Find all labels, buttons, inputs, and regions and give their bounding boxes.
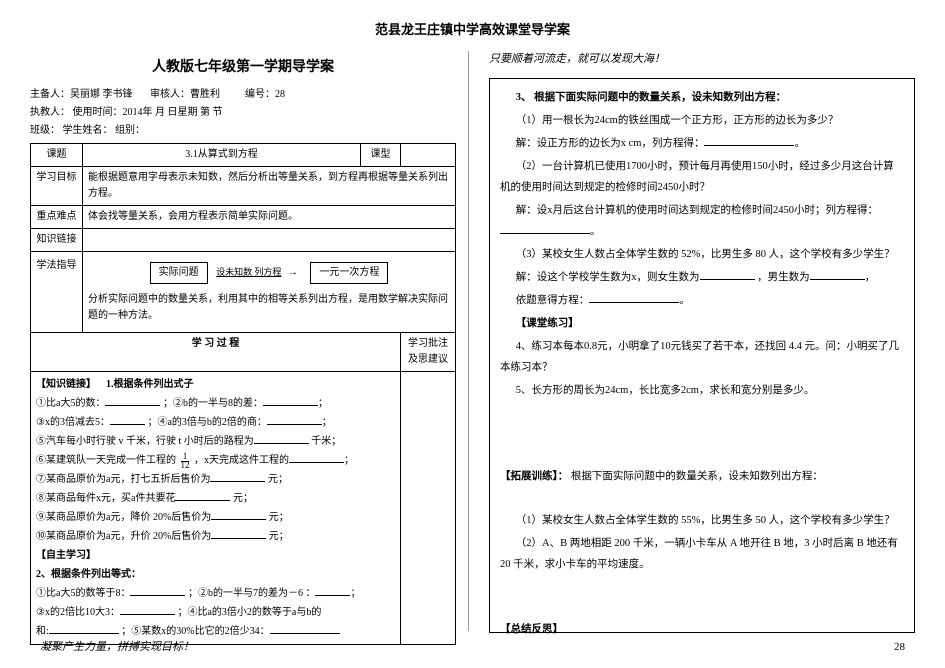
sec-self-study: 【自主学习】 xyxy=(36,550,96,561)
method-label: 学法指导 xyxy=(31,252,83,333)
q1-3: ⑤汽车每小时行驶 v 千米，行驶 t 小时后的路程为 xyxy=(36,436,254,447)
q3-3: （3）某校女生人数占全体学生数的 52%，比男生多 80 人，这个学校有多少学生… xyxy=(500,244,904,265)
q1-5-end: 元； xyxy=(268,474,288,485)
q3-3-sol-b: ，男生数为 xyxy=(757,272,810,283)
q3-1-sol: 解：设正方形的边长为x cm，列方程得： xyxy=(516,138,705,149)
q1-1a: ①比a大5的数： xyxy=(36,398,105,409)
q2-3b: ；⑤某数x的30%比它的2倍少34： xyxy=(121,626,269,637)
topic-label: 课题 xyxy=(31,144,83,167)
lesson-table: 课题 3.1从算式到方程 课型 学习目标 能根据题意用字母表示未知数，然后分析出… xyxy=(30,143,456,645)
q1-title: 1.根据条件列出式子 xyxy=(106,379,194,390)
q1-7-end: 元； xyxy=(269,512,289,523)
goal-text: 能根据题意用字母表示未知数，然后分析出等量关系，到方程再根据等量关系列出方程。 xyxy=(83,167,456,206)
q3-3-sol-a: 解：设这个学校学生数为x，则女生数为 xyxy=(516,272,700,283)
q2-1b: ；②b的一半与7的差为－6 ： xyxy=(188,588,316,599)
q2-2a: ③x的2倍比10大3： xyxy=(36,607,120,618)
q1-8: ⑩某商品原价为a元，升价 20%后售价为 xyxy=(36,531,211,542)
meta-reviewer: 审核人：曹胜利 xyxy=(150,89,220,100)
q1-8-end: 元； xyxy=(269,531,289,542)
page-number: 28 xyxy=(894,639,905,657)
q1-3-end: 千米； xyxy=(311,436,341,447)
arrow-icon: → xyxy=(288,265,298,281)
q3-1: （1）用一根长为24cm的铁丝围成一个正方形，正方形的边长为多少？ xyxy=(500,110,904,131)
type-label: 课型 xyxy=(361,144,401,167)
note-header: 学习批注及思建议 xyxy=(401,333,456,372)
ext-lead: 根据下面实际问题中的数量关系，设未知数列出方程： xyxy=(571,471,823,482)
q2-3a: 和: xyxy=(36,626,49,637)
method-text: 分析实际问题中的数量关系，利用其中的相等关系列出方程，是用数学解决实际问题的一种… xyxy=(88,292,450,324)
q3: 3、 根据下面实际问题中的数量关系，设未知数列出方程： xyxy=(500,87,904,108)
sec-summary: 【总结反思】 xyxy=(500,619,904,640)
sec-extension: 【拓展训练】： xyxy=(500,471,568,482)
q2-2b: ；④比a的3倍小2的数等于a与b的 xyxy=(177,607,321,618)
motto: 只要顺着河流走，就可以发现大海！ xyxy=(489,51,915,69)
process-header: 学 习 过 程 xyxy=(31,333,401,372)
q1-2b: ；④a的3倍与b的2倍的商： xyxy=(147,417,266,428)
content-cell: 【知识链接】 1.根据条件列出式子 ①比a大5的数： ；②b的一半与8的差：； … xyxy=(31,372,401,645)
left-column: 人教版七年级第一学期导学案 主备人：吴丽娜 李书锋 审核人：曹胜利 编号：28 … xyxy=(30,51,469,631)
q3-2-sol: 解：设x月后这台计算机的使用时间达到规定的检修时间2450小时；列方程得： xyxy=(516,205,878,216)
q1-4a: ⑥某建筑队一天完成一件工程的 xyxy=(36,455,176,466)
q1-2a: ③x的3倍减去5： xyxy=(36,417,110,428)
sec-class-practice: 【课堂练习】 xyxy=(500,313,904,334)
q1-5: ⑦某商品原价为a元，打七五折后售价为 xyxy=(36,474,210,485)
method-box-1: 实际问题 xyxy=(150,262,208,284)
keypoint-text: 体会找等量关系，会用方程表示简单实际问题。 xyxy=(83,206,456,229)
meta-line-3: 班级： 学生姓名： 组别： xyxy=(30,123,456,139)
q2-1a: ①比a大5的数等于8： xyxy=(36,588,130,599)
sec-knowledge-link: 【知识链接】 xyxy=(36,379,96,390)
type-value xyxy=(401,144,456,167)
fraction-icon: 112 xyxy=(179,452,192,470)
ext-2: （2）A、B 两地相距 200 千米，一辆小卡车从 A 地开往 B 地，3 小时… xyxy=(500,533,904,575)
cl-5: 5、长方形的周长为24cm，长比宽多2cm，求长和宽分别是多少。 xyxy=(500,380,904,401)
cl-4: 4、练习本每本0.8元，小明拿了10元钱买了若干本，还找回 4.4 元。问：小明… xyxy=(500,336,904,378)
goal-label: 学习目标 xyxy=(31,167,83,206)
meta-line-1: 主备人：吴丽娜 李书锋 审核人：曹胜利 编号：28 xyxy=(30,87,456,103)
q1-1b: ；②b的一半与8的差： xyxy=(163,398,263,409)
two-column-layout: 人教版七年级第一学期导学案 主备人：吴丽娜 李书锋 审核人：曹胜利 编号：28 … xyxy=(30,51,915,631)
note-cell xyxy=(401,372,456,645)
page-header: 范县龙王庄镇中学高效课堂导学案 xyxy=(30,20,915,41)
keypoint-label: 重点难点 xyxy=(31,206,83,229)
link-label: 知识链接 xyxy=(31,229,83,252)
q1-4b: ，x天完成这件工程的 xyxy=(194,455,289,466)
q1-6: ⑧某商品每件x元，买a件共要花 xyxy=(36,493,175,504)
method-cell: 实际问题 设未知数 列方程 → 一元一次方程 分析实际问题中的数量关系，利用其中… xyxy=(83,252,456,333)
method-box-2: 一元一次方程 xyxy=(310,262,388,284)
meta-line-2: 执教人： 使用时间：2014年 月 日星期 第 节 xyxy=(30,105,456,121)
q3-3-sol-c: 依题意得方程： xyxy=(516,295,590,306)
method-arrow-label: 设未知数 列方程 xyxy=(216,267,281,277)
q1-7: ⑨某商品原价为a元，降价 20%后售价为 xyxy=(36,512,211,523)
link-cell xyxy=(83,229,456,252)
right-column: 只要顺着河流走，就可以发现大海！ 3、 根据下面实际问题中的数量关系，设未知数列… xyxy=(489,51,915,631)
meta-author: 主备人：吴丽娜 李书锋 xyxy=(30,89,133,100)
ext-1: （1）某校女生人数占全体学生数的 55%，比男生多 50 人，这个学校有多少学生… xyxy=(500,510,904,531)
q2-title: 2、根据条件列出等式： xyxy=(36,569,141,580)
meta-number: 编号：28 xyxy=(245,89,285,100)
right-content-box: 3、 根据下面实际问题中的数量关系，设未知数列出方程： （1）用一根长为24cm… xyxy=(489,78,915,633)
q1-6-end: 元； xyxy=(233,493,253,504)
doc-subtitle: 人教版七年级第一学期导学案 xyxy=(30,57,456,79)
q3-2: （2）一台计算机已使用1700小时，预计每月再使用150小时，经过多少月这台计算… xyxy=(500,156,904,198)
topic-value: 3.1从算式到方程 xyxy=(83,144,361,167)
